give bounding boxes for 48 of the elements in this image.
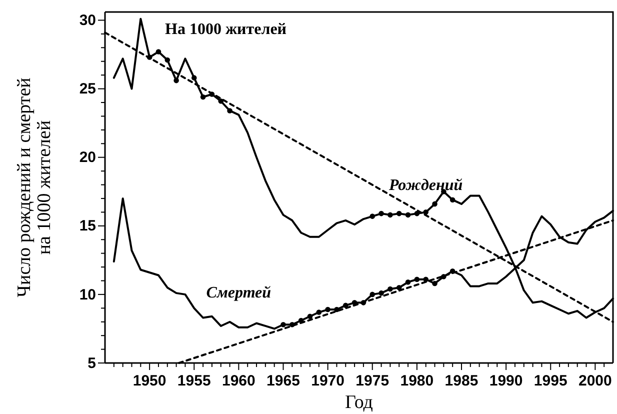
x-tick-label: 1980 [400,372,434,390]
point [388,212,393,218]
y-tick-label: 20 [79,149,96,166]
y-tick-label: 30 [79,12,96,30]
point [423,210,428,215]
x-tick-label: 1995 [534,372,568,390]
point [280,322,286,328]
point [174,78,179,84]
point [200,94,206,100]
point [432,280,438,286]
point [191,75,197,80]
point [378,290,384,296]
text: На 1000 жителей [165,21,287,38]
x-tick-label: 1950 [132,372,166,390]
x-axis-title: Год [345,392,374,413]
point [388,286,393,292]
point [378,210,384,216]
y-tick-label: 5 [88,354,96,372]
y-tick-label: 25 [79,80,96,98]
point [396,284,402,290]
point [370,292,376,298]
point [432,201,438,207]
x-tick-label: 1955 [177,372,211,390]
x-tick-label: 1960 [222,372,256,390]
point [396,210,402,216]
point [414,210,420,216]
x-tick-label: 1990 [489,372,523,390]
point [414,276,420,282]
x-tick-label: 1970 [311,372,344,390]
point [405,212,411,218]
point [316,310,322,315]
x-tick-label: 1965 [266,372,300,390]
y-tick-label: 15 [79,218,96,235]
point [156,49,162,54]
x-tick-label: 1975 [356,372,390,390]
point [307,314,313,320]
point [405,279,411,285]
point [227,108,232,114]
y-axis-title: Число рождений и смертей на 1000 жителей [14,78,55,298]
point [370,214,376,219]
point [325,306,330,312]
y-tick-label: 10 [79,286,96,304]
series-label: Рождений [388,177,463,194]
point [450,197,456,202]
x-tick-label: 2000 [578,372,612,390]
point [164,57,170,63]
x-tick-label: 1985 [444,372,478,390]
series-label: Смертей [206,284,272,302]
